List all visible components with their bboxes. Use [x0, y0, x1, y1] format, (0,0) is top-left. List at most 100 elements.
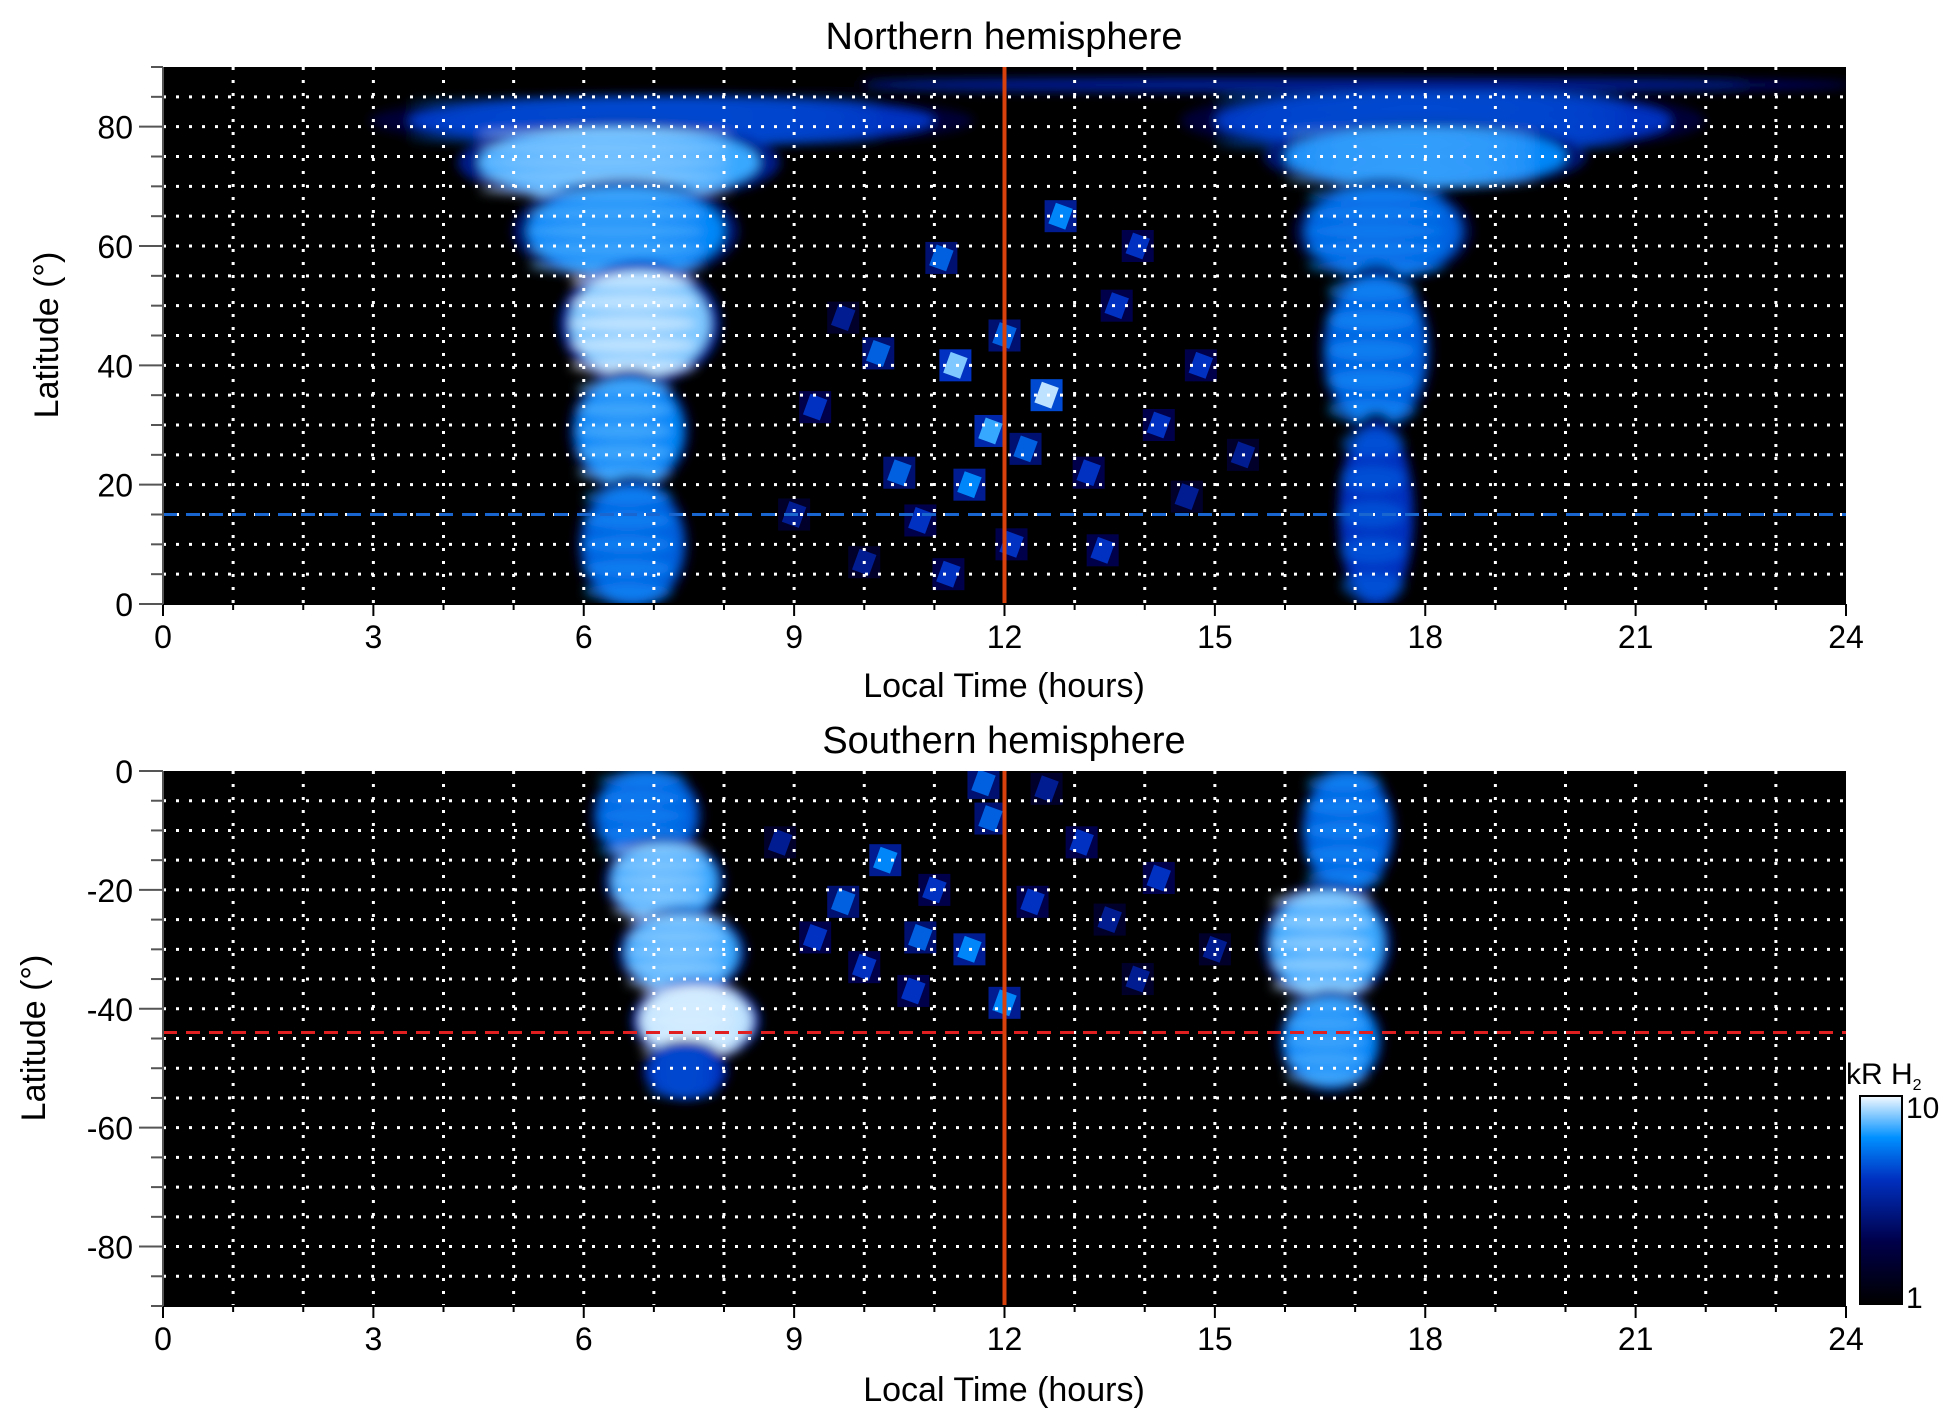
emission-streak	[1306, 188, 1445, 202]
emission-streak	[576, 401, 672, 418]
emission-spot	[802, 924, 828, 951]
x-tick-label: 18	[1407, 619, 1443, 655]
y-tick-label: -60	[87, 1111, 133, 1147]
emission-streak	[583, 488, 673, 506]
emission-streak	[1285, 140, 1538, 149]
x-tick-label: 0	[154, 1321, 172, 1357]
emission-spot	[802, 393, 828, 421]
heatmap	[590, 771, 1397, 1102]
x-tick-label: 3	[364, 1321, 382, 1357]
emission-streak	[1270, 957, 1372, 973]
emission-streak	[583, 559, 673, 577]
emission-streak	[1306, 821, 1382, 839]
emission-streak	[646, 1078, 717, 1086]
emission-streak	[576, 466, 672, 482]
emission-streak	[527, 224, 705, 238]
southern-hemisphere-panel: Southern hemisphere Local Time (hours) L…	[15, 720, 1864, 1409]
emission-streak	[478, 171, 732, 182]
emission-streak	[408, 107, 882, 115]
northern-hemisphere-panel: Northern hemisphere Local Time (hours) L…	[28, 16, 1864, 705]
emission-streak	[569, 294, 696, 310]
y-tick-label: -20	[87, 873, 133, 909]
emission-streak	[569, 272, 696, 289]
emission-spot	[1097, 906, 1122, 934]
x-tick-label: 12	[987, 1321, 1023, 1357]
emission-spot	[767, 828, 793, 856]
emission-streak	[639, 1015, 741, 1026]
emission-streak	[583, 583, 673, 601]
emission-streak	[1306, 774, 1382, 792]
emission-spot	[1202, 935, 1228, 963]
emission-streak	[1327, 280, 1416, 302]
emission-streak	[611, 859, 707, 872]
emission-spot	[1125, 965, 1150, 993]
x-tick-label: 6	[575, 619, 593, 655]
emission-streak	[1341, 430, 1405, 456]
emission-spot	[943, 351, 968, 379]
emission-streak	[611, 844, 707, 856]
emission-streak	[1270, 892, 1372, 909]
emission-streak	[478, 143, 732, 154]
emission-streak	[597, 809, 687, 822]
y-tick-label: 0	[115, 587, 133, 623]
emission-streak	[1285, 164, 1538, 173]
emission-streak	[527, 188, 705, 202]
y-tick-label: 0	[115, 754, 133, 790]
emission-streak	[569, 315, 696, 332]
colorbar-gradient	[1859, 1095, 1903, 1305]
emission-streak	[583, 511, 673, 529]
emission-streak	[1306, 242, 1445, 256]
x-tick-label: 6	[575, 1321, 593, 1357]
heatmap	[368, 77, 1846, 604]
emission-streak	[1285, 1017, 1368, 1031]
colorbar-min-label: 1	[1906, 1282, 1923, 1315]
emission-spot	[1034, 775, 1059, 803]
emission-streak	[569, 337, 696, 353]
emission-streak	[1306, 224, 1445, 238]
emission-streak	[1285, 1070, 1368, 1084]
emission-spot	[1146, 864, 1171, 892]
x-tick-label: 18	[1407, 1321, 1443, 1357]
y-tick-label: -80	[87, 1230, 133, 1266]
y-axis-label: Latitude (°)	[15, 955, 53, 1122]
emission-spot	[873, 846, 898, 874]
emission-streak	[1327, 399, 1416, 421]
emission-spot	[908, 924, 933, 951]
chart-title: Northern hemisphere	[826, 16, 1183, 58]
emission-spot	[887, 459, 912, 487]
emission-layer	[368, 77, 1846, 604]
emission-spot	[1020, 888, 1045, 916]
emission-streak	[625, 962, 727, 974]
x-tick-label: 15	[1197, 619, 1233, 655]
emission-streak	[1341, 465, 1405, 492]
x-axis-label: Local Time (hours)	[863, 667, 1145, 705]
x-tick-label: 24	[1828, 619, 1864, 655]
emission-streak	[611, 875, 707, 887]
emission-streak	[1327, 339, 1416, 362]
emission-streak	[1327, 309, 1416, 332]
emission-streak	[625, 946, 727, 958]
emission-streak	[639, 987, 741, 998]
y-tick-label: 80	[97, 110, 133, 146]
emission-spot	[1146, 411, 1171, 439]
x-tick-label: 12	[987, 619, 1023, 655]
emission-streak	[576, 423, 672, 439]
emission-spot	[830, 888, 856, 916]
emission-streak	[1341, 537, 1405, 564]
emission-streak	[1327, 369, 1416, 391]
emission-streak	[1285, 1052, 1368, 1066]
emission-streak	[625, 931, 727, 943]
emission-streak	[597, 773, 687, 787]
emission-streak	[864, 77, 1748, 84]
emission-streak	[1306, 845, 1382, 863]
emission-streak	[1306, 798, 1382, 816]
x-tick-label: 3	[364, 619, 382, 655]
emission-streak	[625, 915, 727, 927]
x-tick-label: 9	[785, 619, 803, 655]
y-tick-label: 60	[97, 229, 133, 265]
emission-spot	[901, 977, 926, 1005]
emission-layer	[590, 771, 1397, 1102]
emission-spot	[971, 771, 996, 797]
emission-streak	[1285, 128, 1538, 137]
emission-spot	[1188, 351, 1214, 379]
